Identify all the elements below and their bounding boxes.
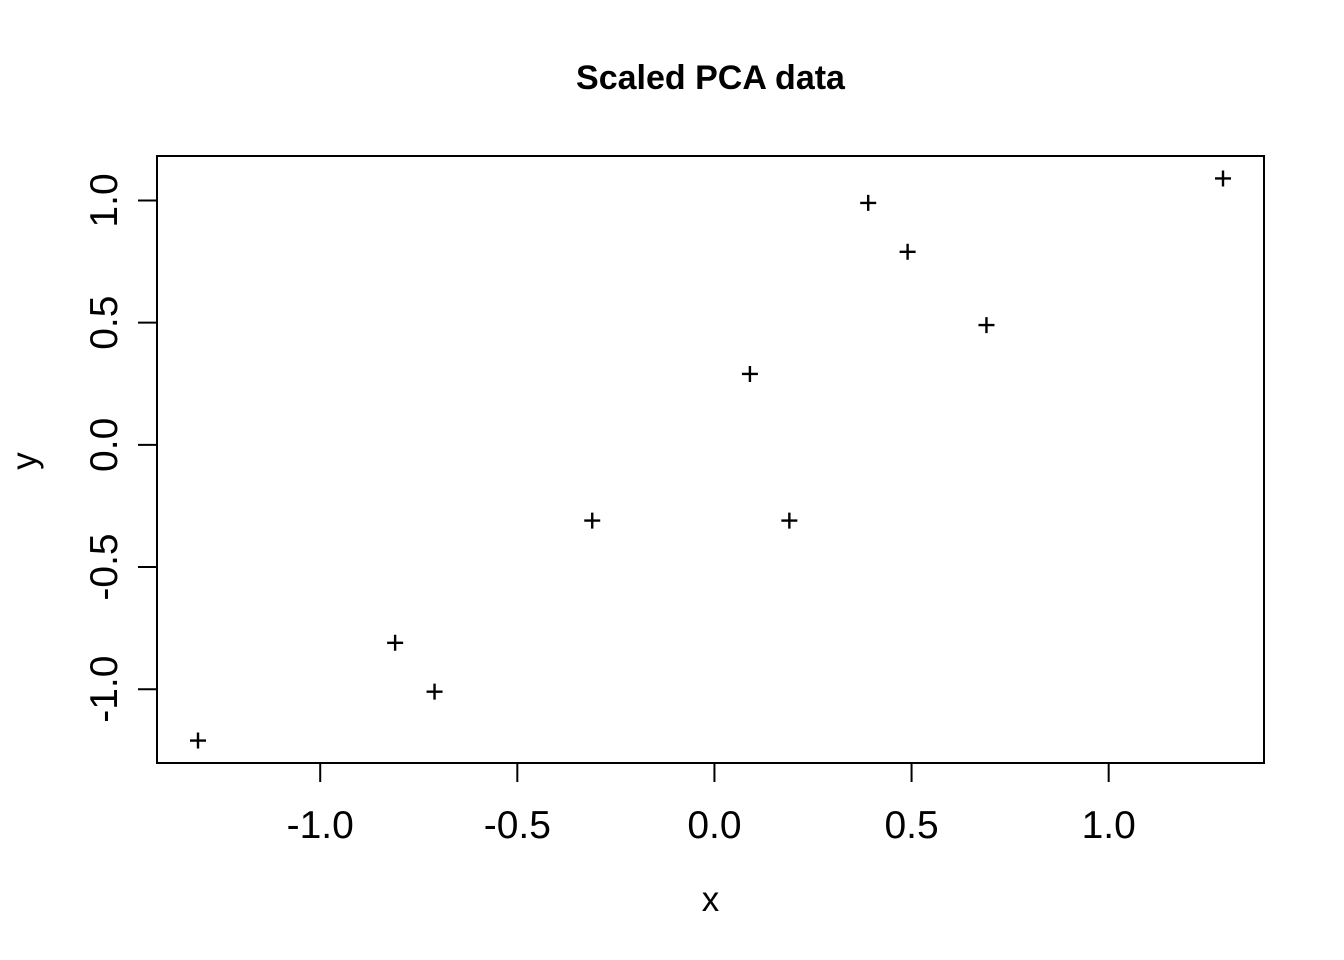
data-point-marker	[860, 194, 877, 211]
x-axis-tick-label: -0.5	[484, 804, 551, 847]
y-axis-label: y	[5, 452, 44, 470]
data-point-marker	[1215, 170, 1231, 187]
data-point-marker	[781, 512, 798, 529]
data-point-marker	[426, 683, 443, 700]
data-point-marker	[978, 317, 995, 334]
y-axis-tick-label: 0.5	[83, 296, 126, 350]
data-point-marker	[190, 732, 206, 749]
y-axis-tick-label: 1.0	[83, 173, 126, 227]
y-axis-tick-label: -1.0	[83, 656, 126, 723]
x-axis-tick-label: 1.0	[1082, 804, 1136, 847]
y-axis-tick-label: 0.0	[83, 418, 126, 472]
x-axis-label: x	[701, 880, 720, 919]
chart-title: Scaled PCA data	[576, 59, 845, 97]
data-point-marker	[741, 365, 758, 382]
data-point-marker	[387, 634, 404, 651]
data-point-marker	[584, 512, 601, 529]
x-axis-tick-label: -1.0	[287, 804, 354, 847]
x-axis-tick-label: 0.5	[884, 804, 938, 847]
x-axis-tick-label: 0.0	[687, 804, 741, 847]
plot-box	[156, 155, 1265, 764]
data-point-marker	[899, 243, 916, 260]
y-axis-tick-label: -0.5	[83, 533, 126, 600]
